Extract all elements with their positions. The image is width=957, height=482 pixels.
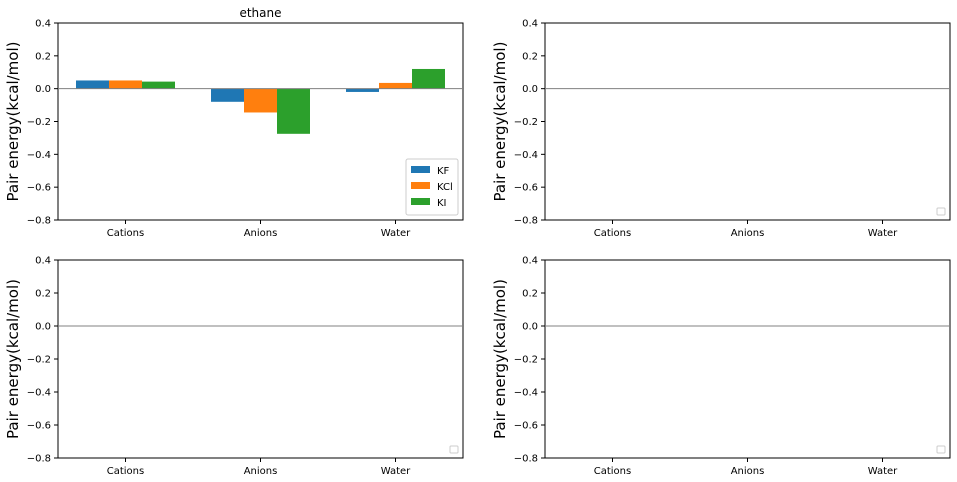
y-tick-label: 0.0	[35, 84, 51, 95]
y-tick-label: 0.0	[35, 322, 51, 333]
x-tick-label: Water	[868, 466, 898, 477]
legend-swatch	[411, 198, 430, 205]
y-tick-label: −0.4	[27, 388, 51, 399]
x-tick-label: Water	[381, 228, 411, 239]
y-tick-label: 0.4	[35, 256, 51, 267]
y-tick-label: −0.4	[514, 150, 538, 161]
y-tick-label: 0.0	[522, 322, 538, 333]
x-tick-label: Water	[868, 228, 898, 239]
y-tick-label: −0.6	[27, 183, 51, 194]
x-tick-label: Cations	[594, 466, 631, 477]
bar	[211, 88, 244, 102]
y-tick-label: −0.2	[27, 117, 51, 128]
y-tick-label: 0.4	[35, 19, 51, 30]
plot-area	[544, 259, 951, 459]
y-tick-label: −0.8	[27, 454, 51, 465]
legend-swatch	[411, 182, 430, 189]
y-tick-label: −0.4	[514, 388, 538, 399]
y-tick-label: −0.8	[27, 216, 51, 227]
x-tick-label: Anions	[731, 466, 765, 477]
bar	[76, 80, 109, 89]
y-tick-label: −0.8	[514, 216, 538, 227]
x-tick-label: Anions	[244, 228, 278, 239]
y-tick-label: 0.4	[522, 19, 538, 30]
y-axis-label: Pair energy(kcal/mol)	[491, 42, 509, 202]
bar	[109, 80, 142, 89]
bar	[379, 82, 412, 89]
bar	[412, 68, 445, 89]
y-tick-label: 0.2	[522, 51, 538, 62]
bar	[244, 88, 277, 113]
y-tick-label: −0.2	[27, 355, 51, 366]
y-axis-label: Pair energy(kcal/mol)	[4, 279, 22, 439]
x-tick-label: Cations	[107, 228, 144, 239]
x-tick-label: Cations	[107, 466, 144, 477]
x-tick-label: Anions	[731, 228, 765, 239]
chart-title: ethane	[239, 6, 281, 20]
x-tick-label: Cations	[594, 228, 631, 239]
y-tick-label: −0.8	[514, 454, 538, 465]
y-tick-label: −0.2	[514, 355, 538, 366]
y-tick-label: 0.2	[35, 289, 51, 300]
plot-area	[57, 22, 464, 221]
legend-label: KCl	[437, 182, 453, 193]
plot-area	[57, 259, 464, 459]
y-axis-label: Pair energy(kcal/mol)	[491, 279, 509, 439]
y-tick-label: −0.2	[514, 117, 538, 128]
bar	[346, 88, 379, 92]
y-tick-label: 0.2	[35, 51, 51, 62]
bar	[142, 81, 175, 89]
y-tick-label: −0.4	[27, 150, 51, 161]
legend-label: KI	[437, 198, 447, 209]
y-axis-label: Pair energy(kcal/mol)	[4, 42, 22, 202]
bar	[277, 88, 310, 134]
y-tick-label: 0.4	[522, 256, 538, 267]
legend	[449, 445, 459, 454]
x-tick-label: Anions	[244, 466, 278, 477]
y-tick-label: −0.6	[514, 421, 538, 432]
y-tick-label: −0.6	[27, 421, 51, 432]
y-tick-label: 0.2	[522, 289, 538, 300]
y-tick-label: 0.0	[522, 84, 538, 95]
x-tick-label: Water	[381, 466, 411, 477]
y-tick-label: −0.6	[514, 183, 538, 194]
legend-swatch	[411, 166, 430, 173]
legend	[936, 445, 946, 454]
legend-label: KF	[437, 166, 450, 177]
plot-area	[544, 22, 951, 221]
legend	[936, 207, 946, 216]
